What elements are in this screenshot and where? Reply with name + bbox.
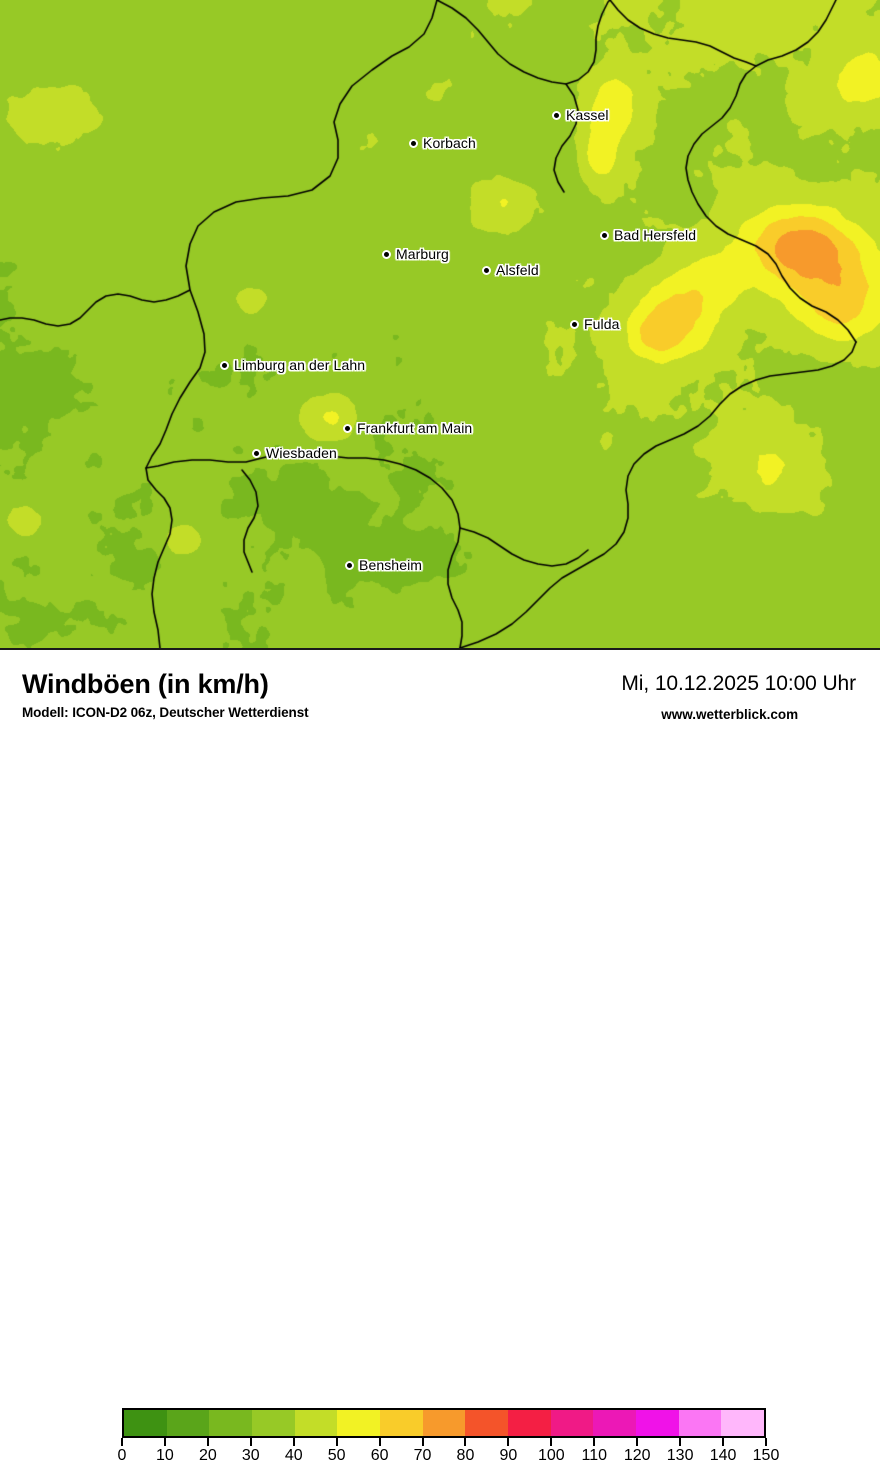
colorbar-tick [679, 1438, 682, 1446]
colorbar-tick [378, 1438, 381, 1446]
colorbar-swatch [508, 1410, 551, 1436]
site-url-label: www.wetterblick.com [661, 707, 799, 722]
page-title: Windböen (in km/h) [22, 669, 269, 699]
colorbar-tick [292, 1438, 295, 1446]
colorbar-tick [550, 1438, 553, 1446]
colorbar-tick-label: 150 [752, 1447, 780, 1464]
city-label: Fulda [584, 316, 620, 332]
colorbar-tick-label: 140 [709, 1447, 737, 1464]
city-marker: Limburg an der Lahn [220, 357, 365, 373]
colorbar-tick-label: 70 [413, 1447, 432, 1464]
colorbar-swatch [124, 1410, 167, 1436]
city-marker: Bensheim [345, 557, 422, 573]
colorbar-tick-label: 100 [537, 1447, 565, 1464]
colorbar-tick-label: 30 [241, 1447, 260, 1464]
city-label: Bad Hersfeld [614, 227, 697, 243]
colorbar-tick [335, 1438, 338, 1446]
city-dot-icon [345, 560, 354, 570]
city-dot-icon [482, 265, 491, 275]
colorbar-tick-label: 80 [456, 1447, 475, 1464]
city-dot-icon [343, 423, 352, 433]
colorbar-swatch [465, 1410, 509, 1436]
colorbar-swatch [636, 1410, 679, 1436]
colorbar-tick-label: 110 [581, 1447, 608, 1464]
city-dot-icon [570, 319, 579, 329]
city-marker: Wiesbaden [252, 445, 337, 461]
city-marker: Frankfurt am Main [343, 420, 472, 436]
colorbar-swatch [209, 1410, 253, 1436]
colorbar-swatch [252, 1410, 295, 1436]
city-marker: Fulda [570, 316, 620, 332]
colorbar-tick [722, 1438, 725, 1446]
weather-map-panel: Kassel Korbach Bad Hersfeld Marburg Alsfeld F… [0, 0, 880, 650]
colorbar-swatch [550, 1410, 594, 1436]
colorbar-swatch [380, 1410, 423, 1436]
city-dot-icon [252, 448, 261, 458]
colorbar-tick-label: 10 [156, 1447, 174, 1464]
city-label: Alsfeld [496, 262, 539, 278]
colorbar-tick [163, 1438, 166, 1446]
colorbar-swatch [294, 1410, 338, 1436]
colorbar-tick-label: 20 [198, 1447, 217, 1464]
city-label: Korbach [423, 135, 476, 151]
city-dot-icon [552, 110, 561, 120]
windgust-heatmap-canvas [0, 0, 880, 648]
colorbar-swatch [337, 1410, 381, 1436]
city-marker: Marburg [382, 246, 449, 262]
valid-time-label: Mi, 10.12.2025 10:00 Uhr [621, 672, 856, 695]
city-label: Limburg an der Lahn [234, 357, 366, 373]
city-marker: Bad Hersfeld [600, 227, 696, 243]
colorbar-ticks [121, 1438, 767, 1446]
colorbar-swatch [678, 1410, 722, 1436]
city-marker: Korbach [409, 135, 476, 151]
colorbar: 0 10 20 30 40 50 60 70 80 90 100 110 120 130 140 150 [118, 1408, 780, 1469]
city-label: Wiesbaden [266, 445, 337, 461]
model-subtitle: Modell: ICON-D2 06z, Deutscher Wetterdie… [22, 705, 309, 721]
legend-info-panel: Windböen (in km/h) Modell: ICON-D2 06z, … [0, 650, 880, 1464]
colorbar-tick [507, 1438, 510, 1446]
colorbar-swatch [422, 1410, 466, 1436]
city-label: Marburg [396, 246, 449, 262]
colorbar-tick-label: 60 [370, 1447, 389, 1464]
colorbar-tick [593, 1438, 596, 1446]
colorbar-tick-label: 90 [499, 1447, 518, 1464]
colorbar-tick [765, 1438, 767, 1446]
colorbar-tick [421, 1438, 424, 1446]
city-dot-icon [220, 360, 229, 370]
title-block: Windböen (in km/h) Modell: ICON-D2 06z, … [22, 669, 309, 721]
colorbar-tick-label: 0 [117, 1447, 127, 1464]
colorbar-swatch [166, 1410, 210, 1436]
city-marker: Kassel [552, 107, 609, 123]
colorbar-swatches [122, 1408, 766, 1438]
city-dot-icon [382, 249, 391, 259]
colorbar-swatch [721, 1410, 765, 1436]
colorbar-tick-label: 50 [327, 1447, 346, 1464]
colorbar-tick [206, 1438, 209, 1446]
colorbar-tick [249, 1438, 252, 1446]
meta-block: Mi, 10.12.2025 10:00 Uhr www.wetterblick… [621, 672, 856, 722]
city-marker: Alsfeld [482, 262, 539, 278]
map-label-overlay: Kassel Korbach Bad Hersfeld Marburg Alsfeld F… [0, 0, 880, 648]
colorbar-tick-labels: 0 10 20 30 40 50 60 70 80 90 100 110 120 130 140 150 [118, 1447, 780, 1469]
city-label: Bensheim [359, 557, 423, 573]
city-label: Frankfurt am Main [357, 420, 473, 436]
colorbar-tick [636, 1438, 639, 1446]
colorbar-tick-label: 120 [623, 1447, 651, 1464]
city-label: Kassel [566, 107, 609, 123]
colorbar-swatch [593, 1410, 637, 1436]
city-dot-icon [409, 138, 418, 148]
colorbar-tick [464, 1438, 467, 1446]
colorbar-tick-label: 40 [284, 1447, 303, 1464]
colorbar-tick-label: 130 [666, 1447, 694, 1464]
city-dot-icon [600, 230, 609, 240]
colorbar-tick [121, 1438, 123, 1446]
